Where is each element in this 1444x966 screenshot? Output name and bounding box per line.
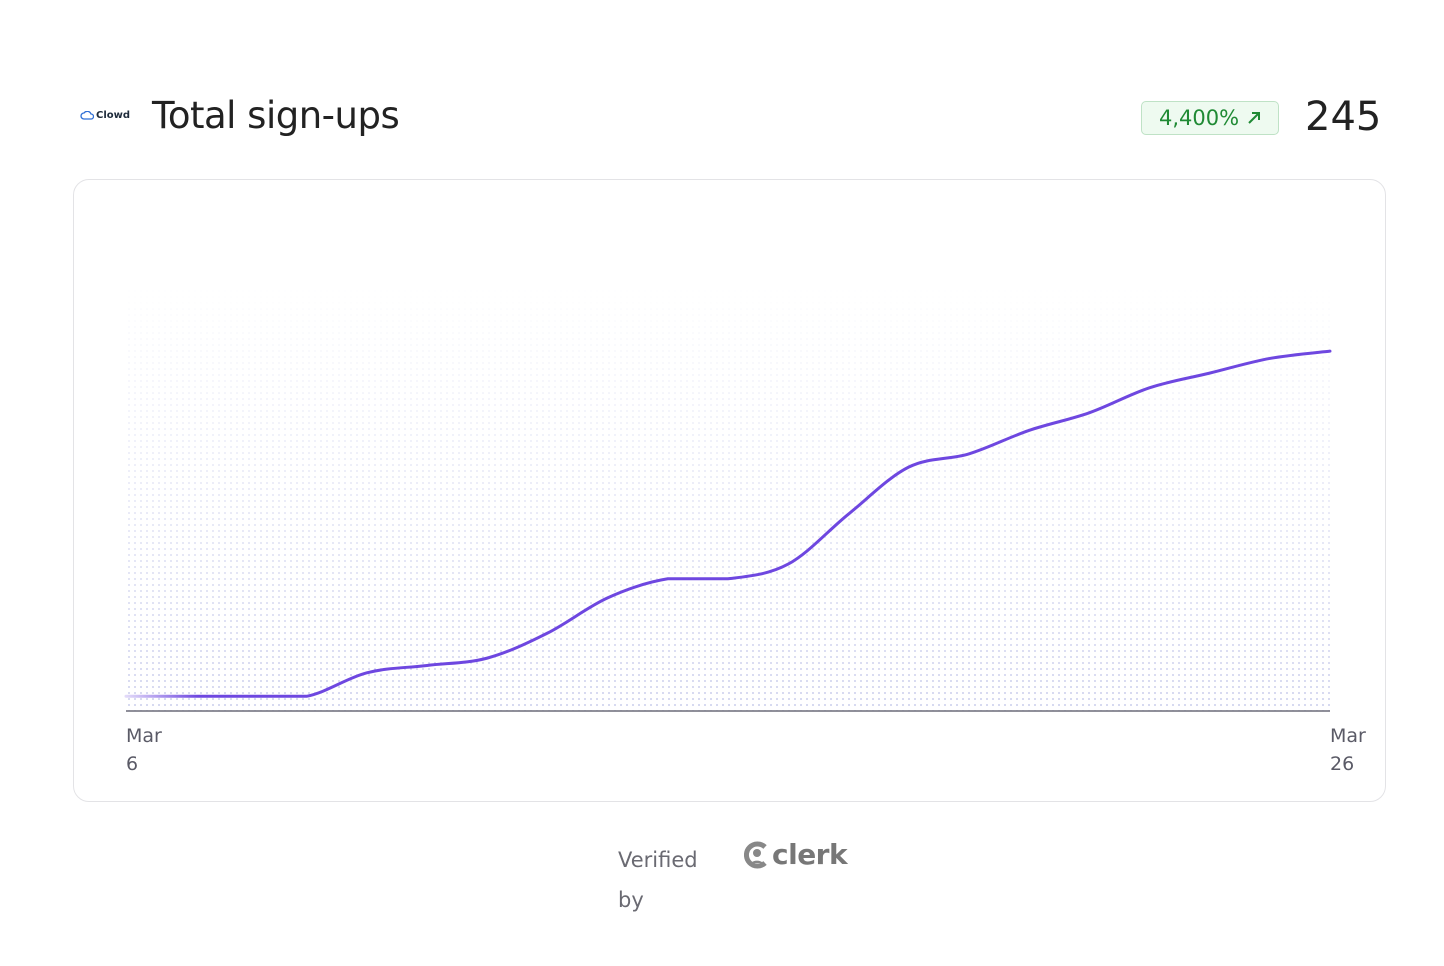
total-value: 245 — [1305, 94, 1382, 140]
clerk-logo: clerk — [744, 838, 848, 871]
line — [124, 349, 1332, 698]
title: Total sign-ups — [152, 94, 400, 137]
verified-text: Verified by — [618, 848, 698, 912]
clerk-text: clerk — [772, 838, 848, 871]
x-tick-label: Mar 26 — [1330, 725, 1366, 775]
logo-text: Clowd — [96, 110, 131, 121]
clerk-icon — [744, 841, 767, 868]
arrow-icon — [1248, 112, 1261, 124]
logo-icon — [80, 110, 94, 120]
dot-background — [126, 285, 1330, 711]
x-tick-label: Mar 6 — [126, 725, 162, 775]
brand-logo: Clowd — [80, 110, 130, 121]
chart-card — [73, 179, 1386, 802]
change-value: 4,400% — [1158, 106, 1240, 130]
change-badge: 4,400% — [1141, 101, 1279, 135]
